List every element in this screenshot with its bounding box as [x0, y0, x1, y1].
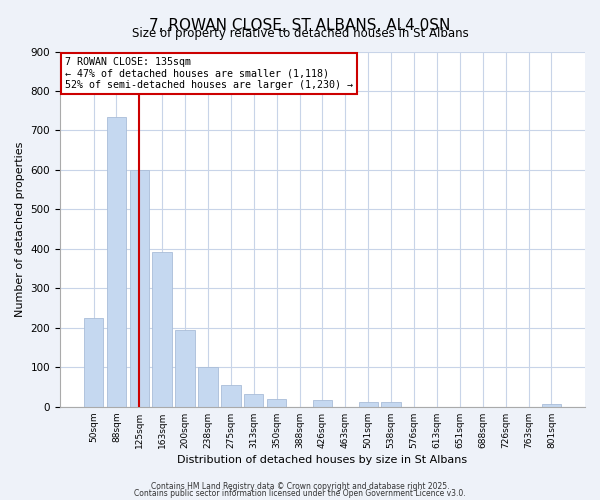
- Text: 7 ROWAN CLOSE: 135sqm
← 47% of detached houses are smaller (1,118)
52% of semi-d: 7 ROWAN CLOSE: 135sqm ← 47% of detached …: [65, 57, 353, 90]
- Bar: [152, 252, 172, 407]
- Bar: [313, 400, 332, 407]
- Bar: [84, 318, 103, 407]
- X-axis label: Distribution of detached houses by size in St Albans: Distribution of detached houses by size …: [178, 455, 467, 465]
- Bar: [244, 394, 263, 407]
- Bar: [175, 330, 195, 407]
- Text: Contains HM Land Registry data © Crown copyright and database right 2025.: Contains HM Land Registry data © Crown c…: [151, 482, 449, 491]
- Bar: [382, 402, 401, 407]
- Y-axis label: Number of detached properties: Number of detached properties: [15, 142, 25, 317]
- Bar: [130, 170, 149, 407]
- Bar: [359, 402, 378, 407]
- Text: 7, ROWAN CLOSE, ST ALBANS, AL4 0SN: 7, ROWAN CLOSE, ST ALBANS, AL4 0SN: [149, 18, 451, 32]
- Bar: [107, 116, 126, 407]
- Bar: [267, 399, 286, 407]
- Text: Contains public sector information licensed under the Open Government Licence v3: Contains public sector information licen…: [134, 489, 466, 498]
- Bar: [221, 385, 241, 407]
- Bar: [542, 404, 561, 407]
- Text: Size of property relative to detached houses in St Albans: Size of property relative to detached ho…: [131, 28, 469, 40]
- Bar: [198, 368, 218, 407]
